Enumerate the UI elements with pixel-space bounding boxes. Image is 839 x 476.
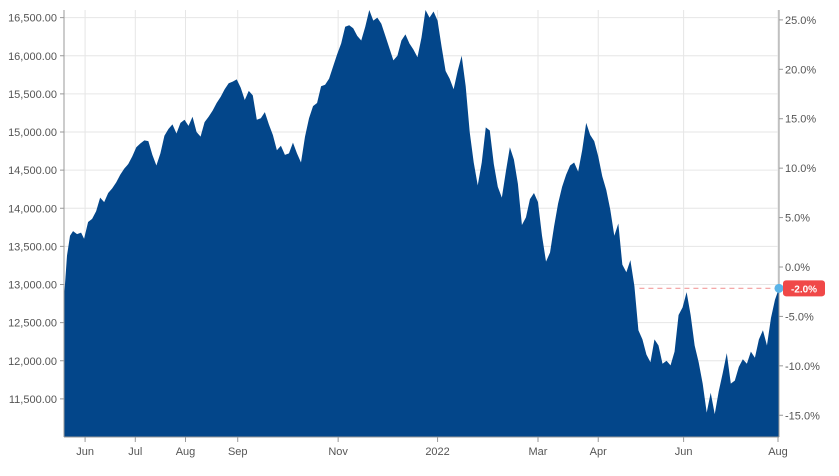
left-axis-ticks: 16,500.00 16,000.00 15,500.00 15,000.00 14,5… [8, 13, 64, 406]
last-value-dot[interactable] [774, 283, 784, 293]
right-tick-label-2: 15.0% [785, 114, 816, 126]
right-tick-label-7: -10.0% [785, 361, 820, 373]
x-tick-label-8: Jun [675, 446, 693, 458]
right-tick-label-4: 5.0% [785, 213, 810, 225]
right-tick-label-6: -5.0% [785, 311, 814, 323]
left-tick-label-3: 15,000.00 [8, 127, 57, 139]
x-tick-label-7: Apr [590, 446, 607, 458]
x-tick-label-1: Jul [128, 446, 142, 458]
left-tick-label-10: 11,500.00 [9, 394, 57, 406]
right-tick-label-8: -15.0% [785, 410, 820, 422]
x-axis-ticks: Jun Jul Aug Sep Nov 2022 Mar Apr Jun Aug [76, 437, 788, 458]
x-tick-label-6: Mar [529, 446, 548, 458]
left-tick-label-6: 13,500.00 [8, 241, 57, 253]
left-tick-label-5: 14,000.00 [8, 203, 57, 215]
x-tick-label-2: Aug [176, 446, 196, 458]
price-area [64, 10, 779, 437]
right-tick-label-1: 20.0% [785, 64, 816, 76]
x-tick-label-9: Aug [768, 446, 788, 458]
last-value-label: -2.0% [791, 284, 817, 295]
left-tick-label-0: 16,500.00 [8, 13, 57, 25]
left-tick-label-1: 16,000.00 [8, 51, 57, 63]
x-tick-label-4: Nov [328, 446, 348, 458]
left-tick-label-7: 13,000.00 [8, 280, 57, 292]
right-tick-label-0: 25.0% [785, 15, 816, 27]
left-tick-label-8: 12,500.00 [8, 318, 57, 330]
x-tick-label-5: 2022 [425, 446, 449, 458]
last-value-badge: -2.0% [783, 280, 825, 297]
x-tick-label-3: Sep [228, 446, 248, 458]
right-axis-ticks: 25.0% 20.0% 15.0% 10.0% 5.0% 0.0% -5.0% -10.0% -… [779, 15, 820, 422]
last-value-badge-background [783, 280, 825, 297]
left-tick-label-9: 12,000.00 [8, 356, 57, 368]
right-tick-label-3: 10.0% [785, 163, 816, 175]
right-tick-label-5: 0.0% [785, 262, 810, 274]
left-tick-label-4: 14,500.00 [8, 165, 57, 177]
x-tick-label-0: Jun [76, 446, 94, 458]
left-tick-label-2: 15,500.00 [8, 89, 57, 101]
